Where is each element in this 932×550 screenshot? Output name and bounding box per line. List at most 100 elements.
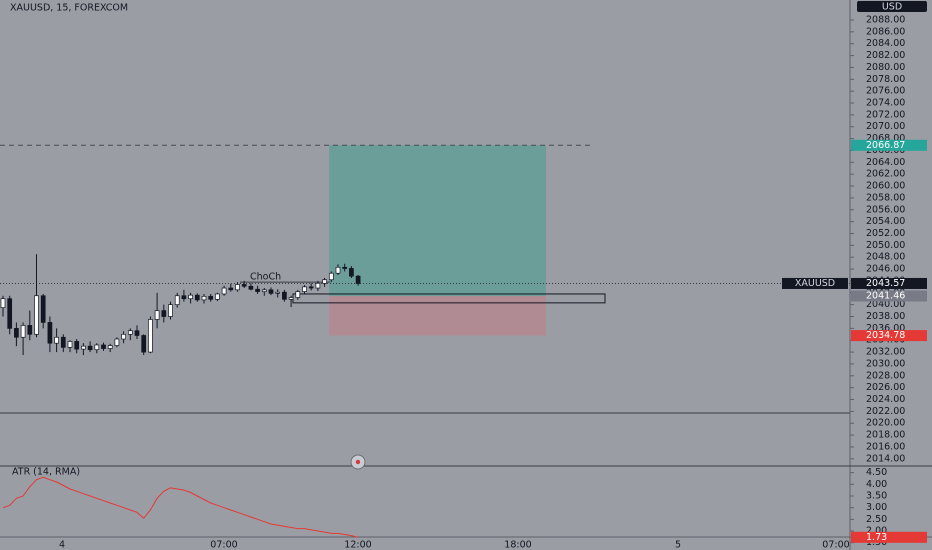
price-label-box bbox=[851, 290, 927, 302]
price-tick-label: 2054.00 bbox=[866, 216, 905, 227]
price-tick-label: 2080.00 bbox=[866, 62, 905, 73]
candle-body bbox=[355, 275, 361, 284]
candle-body bbox=[134, 330, 140, 336]
candle-body bbox=[308, 286, 314, 289]
candle-body bbox=[295, 291, 301, 298]
atr-last-label: 1.73 bbox=[866, 532, 887, 543]
price-tick-label: 2038.00 bbox=[866, 311, 905, 322]
price-tick-label: 2048.00 bbox=[866, 252, 905, 263]
price-tick-label: 2020.00 bbox=[866, 418, 905, 429]
candle-body bbox=[282, 291, 287, 300]
pane-control-dot bbox=[355, 459, 361, 465]
candle-body bbox=[181, 295, 187, 300]
price-tick-label: 2074.00 bbox=[866, 98, 905, 109]
atr-last-box bbox=[851, 531, 927, 543]
candle-body bbox=[188, 294, 193, 300]
atr-tick-label: 4.50 bbox=[866, 467, 887, 478]
price-tick-label: 2064.00 bbox=[866, 157, 905, 168]
atr-tick-label: 2.00 bbox=[866, 526, 887, 537]
atr-tick-label: 4.00 bbox=[866, 479, 887, 490]
candle-body bbox=[248, 285, 254, 290]
candle-body bbox=[342, 266, 348, 269]
price-tick-label: 2018.00 bbox=[866, 430, 905, 441]
time-label: 18:00 bbox=[504, 540, 531, 550]
candle-body bbox=[127, 330, 133, 335]
candle-body bbox=[34, 295, 39, 335]
candle-body bbox=[121, 333, 126, 340]
price-tick-label: 2062.00 bbox=[866, 169, 905, 180]
candle-body bbox=[101, 344, 106, 349]
price-tick-label: 2070.00 bbox=[866, 121, 905, 132]
choch-label: ChoCh bbox=[250, 271, 281, 282]
candle-body bbox=[60, 336, 66, 348]
price-tick-label: 2016.00 bbox=[866, 441, 905, 452]
price-tick-label: 2084.00 bbox=[866, 38, 905, 49]
price-label-box bbox=[851, 330, 927, 342]
time-label: 4 bbox=[59, 540, 65, 550]
candle-body bbox=[302, 286, 307, 292]
price-tick-label: 2056.00 bbox=[866, 204, 905, 215]
candle-body bbox=[228, 287, 234, 291]
indicator-title: ATR (14, RMA) bbox=[12, 467, 80, 478]
candle-body bbox=[261, 289, 267, 292]
candle-body bbox=[174, 295, 180, 305]
price-tick-label: 2088.00 bbox=[866, 15, 905, 26]
candle-body bbox=[148, 319, 153, 353]
candle-body bbox=[141, 335, 147, 353]
candle-body bbox=[268, 289, 274, 294]
price-tick-label: 2024.00 bbox=[866, 394, 905, 405]
atr-line bbox=[2, 476, 359, 538]
price-label: 2066.87 bbox=[866, 140, 905, 151]
profit-zone bbox=[329, 145, 546, 296]
price-tick-label: 2060.00 bbox=[866, 181, 905, 192]
time-label: 12:00 bbox=[344, 540, 371, 550]
price-tick-label: 2050.00 bbox=[866, 240, 905, 251]
candle-body bbox=[194, 294, 200, 301]
price-tick-label: 2030.00 bbox=[866, 358, 905, 369]
candle-body bbox=[7, 298, 13, 329]
candle-body bbox=[215, 293, 220, 300]
candle-body bbox=[349, 268, 354, 277]
candle-body bbox=[235, 284, 240, 291]
candle-body bbox=[328, 272, 334, 281]
candle-body bbox=[74, 341, 80, 350]
price-label: 2043.57 bbox=[866, 278, 905, 289]
price-tick-label: 2072.00 bbox=[866, 109, 905, 120]
candle-body bbox=[288, 297, 294, 300]
price-tick-label: 2076.00 bbox=[866, 86, 905, 97]
atr-tick-label: 2.50 bbox=[866, 514, 887, 525]
candle-body bbox=[40, 295, 46, 323]
price-label-box bbox=[851, 139, 927, 151]
price-tick-label: 2040.00 bbox=[866, 299, 905, 310]
time-label: 07:00 bbox=[210, 540, 237, 550]
candle-body bbox=[0, 298, 6, 308]
instrument-tag-box bbox=[782, 277, 848, 289]
currency[interactable]: USD bbox=[882, 2, 902, 13]
candle-body bbox=[208, 295, 214, 300]
candle-body bbox=[114, 338, 120, 346]
candle-body bbox=[255, 288, 260, 292]
price-tick-label: 2046.00 bbox=[866, 264, 905, 275]
price-tick-label: 2078.00 bbox=[866, 74, 905, 85]
price-tick-label: 2068.00 bbox=[866, 133, 905, 144]
candle-body bbox=[241, 284, 247, 287]
time-label: 07:00 bbox=[822, 540, 849, 550]
candle-body bbox=[201, 295, 207, 301]
atr-tick-label: 3.00 bbox=[866, 502, 887, 513]
candle-body bbox=[54, 336, 59, 344]
currency-box[interactable] bbox=[857, 1, 927, 12]
candle-body bbox=[87, 345, 93, 351]
candle-body bbox=[168, 304, 173, 317]
price-tick-label: 2036.00 bbox=[866, 323, 905, 334]
price-tick-label: 2026.00 bbox=[866, 382, 905, 393]
symbol-title: XAUUSD, 15, FOREXCOM bbox=[10, 3, 128, 14]
candle-body bbox=[107, 345, 113, 349]
price-tick-label: 2014.00 bbox=[866, 453, 905, 464]
candle-body bbox=[221, 287, 227, 295]
price-label: 2041.46 bbox=[866, 290, 905, 301]
candle-body bbox=[322, 279, 327, 284]
candle-body bbox=[161, 310, 167, 317]
candle-body bbox=[275, 291, 281, 294]
